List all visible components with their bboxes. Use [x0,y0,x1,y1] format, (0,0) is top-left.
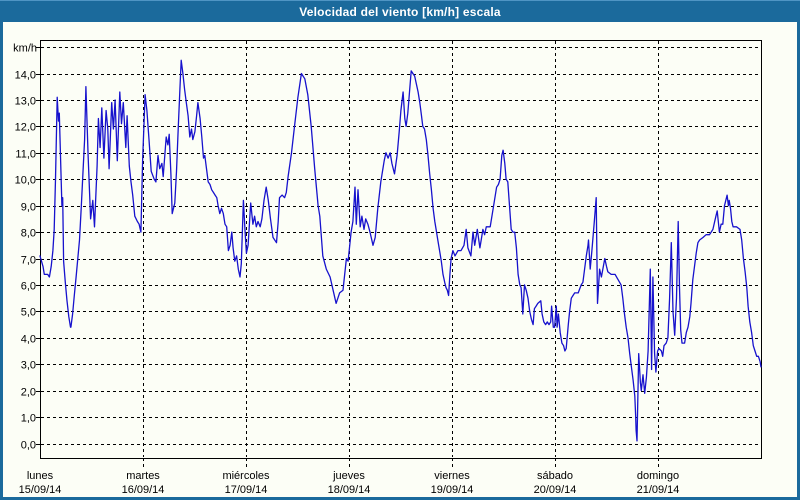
y-tick-label: 14,0 [15,70,36,82]
y-tick-label: 12,0 [15,122,36,134]
y-tick-label: 10,0 [15,175,36,187]
x-day-name-label: sábado [537,470,573,482]
y-tick-label: 3,0 [21,360,36,372]
x-day-date-label: 16/09/14 [122,484,165,496]
y-tick-label: 9,0 [21,202,36,214]
x-day-date-label: 20/09/14 [534,484,577,496]
plot-border [40,40,762,459]
wind-speed-line [39,59,762,442]
x-day-date-label: 21/09/14 [637,484,680,496]
y-axis-unit-label: km/h [13,43,37,55]
y-tick-label: 8,0 [21,228,36,240]
y-tick-label: 13,0 [15,96,36,108]
x-day-date-label: 15/09/14 [19,484,62,496]
chart-title: Velocidad del viento [km/h] escala [299,4,501,19]
x-day-date-label: 17/09/14 [225,484,268,496]
x-day-name-label: viernes [434,470,470,482]
y-tick-label: 2,0 [21,387,36,399]
title-bar: Velocidad del viento [km/h] escala [0,0,800,22]
x-day-name-label: miércoles [222,470,270,482]
y-tick-label: 6,0 [21,281,36,293]
x-day-name-label: jueves [332,470,365,482]
x-day-date-label: 18/09/14 [328,484,371,496]
y-tick-label: 11,0 [15,149,36,161]
y-tick-label: 5,0 [21,307,36,319]
y-tick-label: 4,0 [21,334,36,346]
y-tick-label: 0,0 [21,440,36,452]
y-tick-label: 1,0 [21,413,36,425]
x-day-name-label: martes [126,470,160,482]
x-day-name-label: domingo [637,470,679,482]
x-day-name-label: lunes [27,470,54,482]
x-day-date-label: 19/09/14 [431,484,474,496]
y-tick-label: 7,0 [21,255,36,267]
